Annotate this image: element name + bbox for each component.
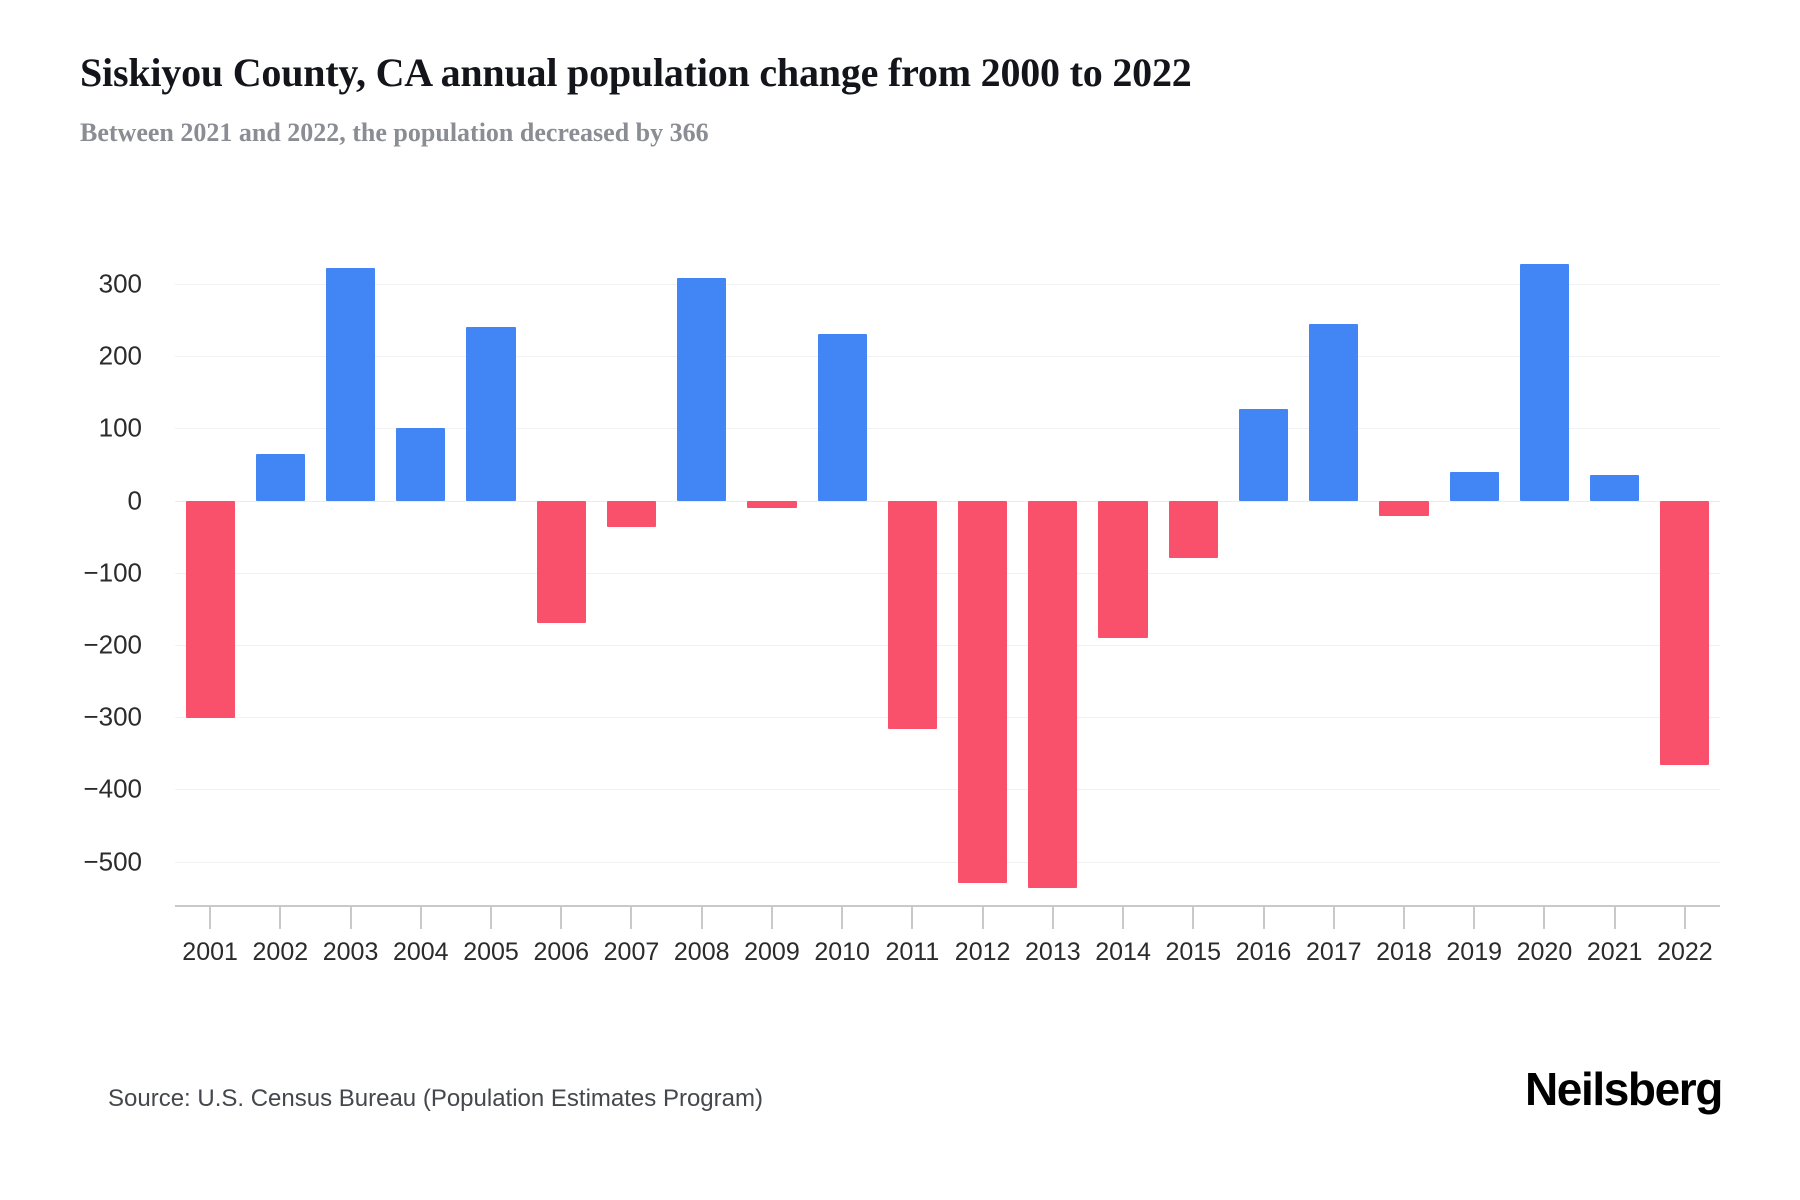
source-note: Source: U.S. Census Bureau (Population E… bbox=[108, 1085, 763, 1112]
x-axis-tick bbox=[911, 907, 914, 929]
bar-2016[interactable] bbox=[1238, 408, 1289, 501]
x-axis-tick bbox=[1402, 907, 1405, 929]
x-axis-tick-label: 2015 bbox=[1165, 938, 1222, 966]
x-axis-tick-label: 2007 bbox=[603, 938, 660, 966]
x-axis-tick bbox=[1122, 907, 1125, 929]
x-axis-tick-label: 2022 bbox=[1657, 938, 1713, 966]
x-axis-tick-label: 2008 bbox=[673, 938, 730, 966]
x-axis-tick-label: 2013 bbox=[1025, 938, 1081, 966]
x-axis-tick bbox=[700, 907, 703, 929]
x-axis-tick-label: 2019 bbox=[1446, 938, 1503, 966]
bar-2018[interactable] bbox=[1379, 500, 1429, 517]
x-axis-tick bbox=[279, 907, 282, 929]
x-axis-tick bbox=[981, 907, 984, 929]
bar-2010[interactable] bbox=[817, 333, 867, 501]
x-axis-tick-label: 2011 bbox=[885, 938, 940, 966]
brand-logo: Neilsberg bbox=[1524, 1063, 1723, 1115]
x-axis-tick-label: 2009 bbox=[744, 938, 800, 966]
bar-series bbox=[175, 255, 1720, 905]
x-axis-tick-label: 2021 bbox=[1586, 938, 1643, 966]
bar-2015[interactable] bbox=[1168, 500, 1218, 559]
plot-area bbox=[175, 255, 1720, 905]
x-axis-tick bbox=[1262, 907, 1265, 929]
x-axis-tick bbox=[1613, 907, 1616, 929]
x-axis-tick-label: 2014 bbox=[1095, 938, 1151, 966]
page-subtitle: Between 2021 and 2022, the population de… bbox=[80, 118, 709, 147]
bar-2006[interactable] bbox=[536, 500, 586, 624]
chart-header: Siskiyou County, CA annual population ch… bbox=[80, 48, 1720, 150]
x-axis-tick bbox=[560, 907, 563, 929]
bar-2008[interactable] bbox=[677, 278, 727, 501]
bar-2003[interactable] bbox=[325, 268, 376, 501]
x-axis-tick-label: 2010 bbox=[814, 938, 870, 966]
x-axis-tick-label: 2004 bbox=[392, 938, 449, 966]
x-axis-tick-label: 2017 bbox=[1305, 938, 1362, 966]
x-axis-ticks bbox=[175, 907, 1720, 931]
bar-2001[interactable] bbox=[185, 500, 235, 718]
x-axis-tick bbox=[349, 907, 352, 929]
x-axis-tick-label: 2002 bbox=[252, 938, 309, 966]
y-axis-tick-label: 300 bbox=[98, 268, 142, 299]
x-axis-tick-label: 2001 bbox=[182, 938, 238, 966]
y-axis-tick-label: −100 bbox=[83, 557, 142, 588]
x-axis-tick-label: 2006 bbox=[533, 938, 590, 966]
bar-2019[interactable] bbox=[1449, 472, 1499, 501]
y-axis-tick-label: −200 bbox=[83, 629, 142, 660]
bar-2009[interactable] bbox=[747, 500, 797, 509]
bar-2021[interactable] bbox=[1590, 475, 1640, 501]
bar-2022[interactable] bbox=[1660, 500, 1710, 765]
x-axis-tick-label: 2016 bbox=[1235, 938, 1292, 966]
x-axis-tick-label: 2018 bbox=[1376, 938, 1432, 966]
bar-2014[interactable] bbox=[1098, 500, 1148, 638]
x-axis-tick bbox=[209, 907, 212, 929]
bar-2005[interactable] bbox=[466, 327, 516, 501]
bar-2020[interactable] bbox=[1519, 264, 1569, 501]
x-axis-tick-label: 2020 bbox=[1516, 938, 1573, 966]
y-axis-tick-label: 0 bbox=[127, 485, 142, 516]
x-axis-tick bbox=[419, 907, 422, 929]
x-axis-tick bbox=[1051, 907, 1054, 929]
x-axis-labels: 2001 2002 2003 2004 2005 2006 2007 2008 2009 2010… bbox=[175, 938, 1720, 978]
bar-2007[interactable] bbox=[606, 500, 657, 527]
x-axis-tick bbox=[1473, 907, 1476, 929]
y-axis-tick-label: −300 bbox=[83, 701, 142, 732]
x-axis-tick-label: 2003 bbox=[322, 938, 379, 966]
bar-2012[interactable] bbox=[958, 500, 1008, 884]
x-axis-tick-label: 2005 bbox=[463, 938, 519, 966]
bar-2013[interactable] bbox=[1028, 500, 1078, 889]
x-axis-tick bbox=[1332, 907, 1335, 929]
x-axis-tick-label: 2012 bbox=[954, 938, 1011, 966]
x-axis-tick bbox=[630, 907, 633, 929]
x-axis-tick bbox=[841, 907, 844, 929]
y-axis-tick-label: −500 bbox=[83, 846, 142, 877]
bar-2011[interactable] bbox=[887, 500, 937, 730]
page-title: Siskiyou County, CA annual population ch… bbox=[80, 50, 1192, 95]
x-axis-line bbox=[175, 905, 1720, 907]
bar-2017[interactable] bbox=[1309, 324, 1359, 501]
x-axis-tick bbox=[1192, 907, 1195, 929]
y-axis-tick-label: 200 bbox=[98, 340, 142, 371]
x-axis-tick bbox=[1543, 907, 1546, 929]
y-axis-tick-label: 100 bbox=[98, 412, 142, 443]
y-axis-labels: 300 200 100 0 −100 −200 −300 −400 −500 bbox=[0, 255, 160, 905]
x-axis-tick bbox=[490, 907, 493, 929]
y-axis-tick-label: −400 bbox=[83, 773, 142, 804]
x-axis-tick bbox=[770, 907, 773, 929]
bar-2004[interactable] bbox=[396, 427, 446, 501]
bar-2002[interactable] bbox=[255, 454, 305, 501]
x-axis-tick bbox=[1683, 907, 1686, 929]
